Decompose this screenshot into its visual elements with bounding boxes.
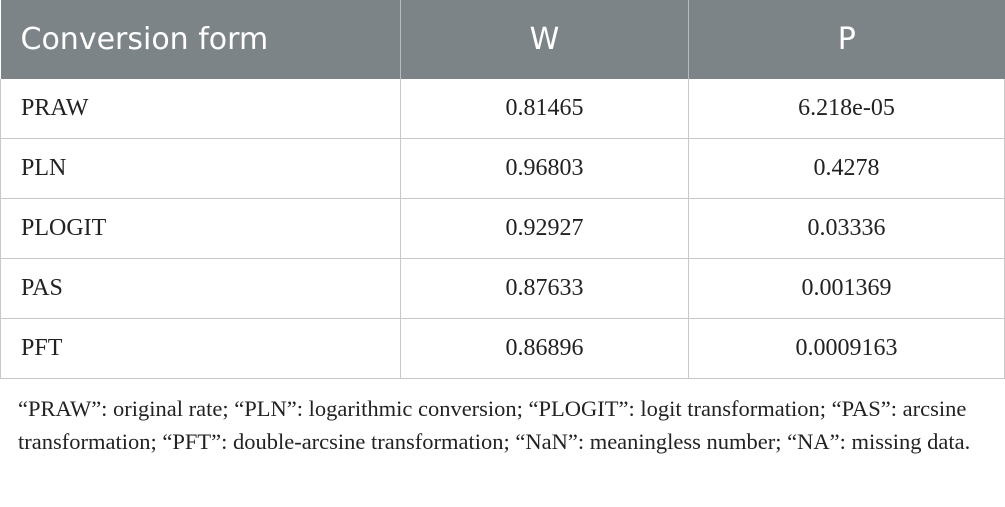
header-row: Conversion form W P — [0, 0, 1005, 79]
cell-conversion-form: PFT — [0, 318, 401, 379]
cell-conversion-form: PLN — [0, 138, 401, 199]
cell-w: 0.92927 — [400, 198, 689, 259]
table-footnote: “PRAW”: original rate; “PLN”: logarithmi… — [18, 396, 971, 454]
cell-w: 0.96803 — [400, 138, 689, 199]
cell-conversion-form: PAS — [0, 258, 401, 319]
table-row: PRAW 0.81465 6.218e-05 — [0, 79, 1005, 139]
table-row: PLOGIT 0.92927 0.03336 — [0, 198, 1005, 259]
cell-w: 0.86896 — [400, 318, 689, 379]
header-p: P — [688, 0, 1005, 79]
table-body: PRAW 0.81465 6.218e-05 PLN 0.96803 0.427… — [0, 79, 1005, 379]
cell-p: 0.0009163 — [688, 318, 1005, 379]
header-conversion-form: Conversion form — [0, 0, 401, 79]
table-header: Conversion form W P — [0, 0, 1005, 79]
cell-w: 0.81465 — [400, 79, 689, 139]
cell-p: 0.001369 — [688, 258, 1005, 319]
table-row: PAS 0.87633 0.001369 — [0, 258, 1005, 319]
cell-conversion-form: PLOGIT — [0, 198, 401, 259]
cell-p: 0.4278 — [688, 138, 1005, 199]
table-row: PLN 0.96803 0.4278 — [0, 138, 1005, 199]
normality-test-table: Conversion form W P PRAW 0.81465 6.218e-… — [0, 0, 1005, 379]
cell-conversion-form: PRAW — [0, 79, 401, 139]
cell-p: 0.03336 — [688, 198, 1005, 259]
table-row: PFT 0.86896 0.0009163 — [0, 318, 1005, 379]
cell-p: 6.218e-05 — [688, 79, 1005, 139]
results-table-container: Conversion form W P PRAW 0.81465 6.218e-… — [0, 0, 1005, 379]
cell-w: 0.87633 — [400, 258, 689, 319]
header-w: W — [400, 0, 689, 79]
